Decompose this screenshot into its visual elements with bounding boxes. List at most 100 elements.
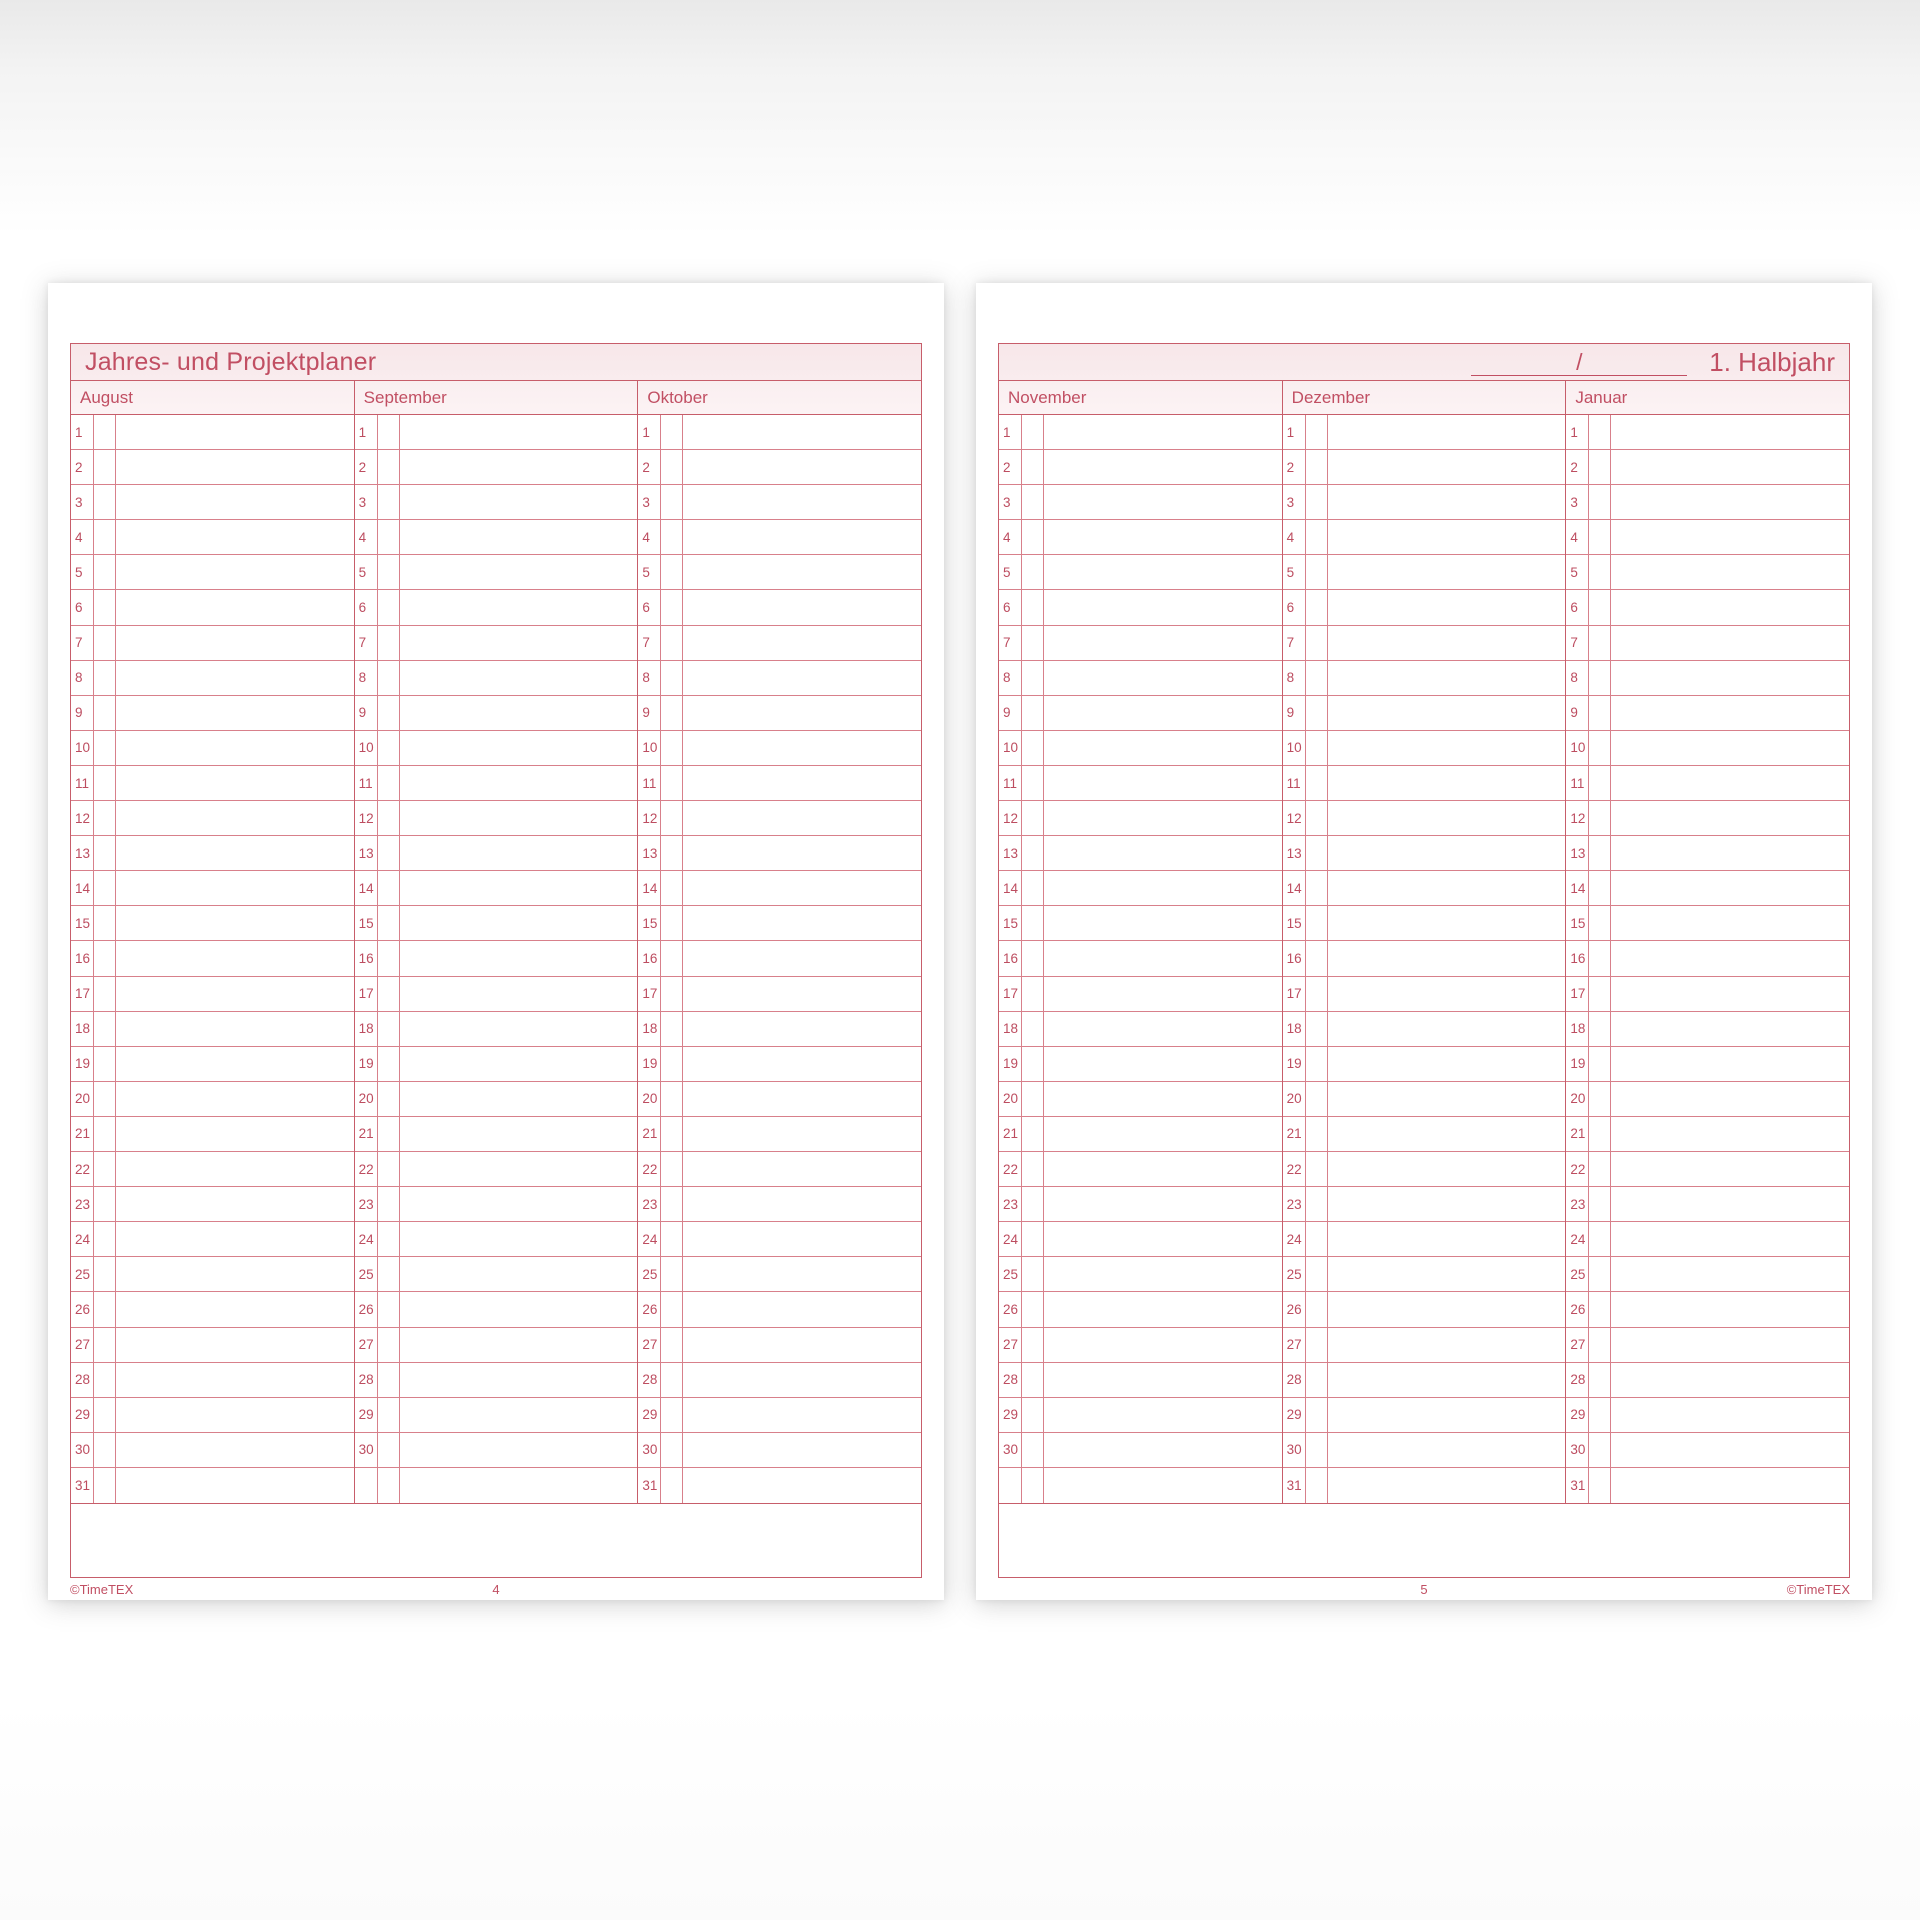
- day-weekday-cell: [378, 1152, 400, 1187]
- day-weekday-cell: [1589, 590, 1612, 625]
- day-weekday-cell: [1589, 730, 1612, 765]
- day-entry-cell: [1328, 1012, 1566, 1046]
- day-weekday-cell: [1306, 415, 1328, 450]
- day-weekday-cell: [1306, 660, 1328, 695]
- day-row: 15: [999, 906, 1282, 942]
- day-number-cell: 28: [1566, 1362, 1590, 1397]
- day-number-cell: 10: [71, 730, 94, 765]
- day-row: 9: [71, 695, 354, 731]
- day-number-cell: 8: [999, 660, 1022, 695]
- day-row: 29: [1282, 1397, 1566, 1433]
- day-row: 26: [1282, 1292, 1566, 1328]
- day-row: 25: [354, 1257, 638, 1293]
- day-weekday-cell: [378, 520, 400, 555]
- day-number-cell: 6: [1566, 590, 1590, 625]
- day-entry-cell: [400, 1292, 638, 1326]
- day-weekday-cell: [661, 941, 684, 976]
- day-row: 12: [1282, 801, 1566, 837]
- day-row: 10: [1282, 730, 1566, 766]
- day-entry-cell: [1611, 1398, 1849, 1432]
- day-entry-cell: [1328, 520, 1566, 554]
- day-entry-cell: [683, 906, 921, 940]
- day-row: 24: [638, 1222, 922, 1258]
- day-row: 27: [71, 1327, 354, 1363]
- day-number-cell: 14: [71, 871, 94, 906]
- day-weekday-cell: [661, 555, 684, 590]
- day-number-cell: 29: [999, 1397, 1022, 1432]
- day-weekday-cell: [378, 1362, 400, 1397]
- day-row: 1: [1566, 415, 1850, 451]
- day-row: 19: [354, 1046, 638, 1082]
- day-weekday-cell: [94, 976, 116, 1011]
- day-number-cell: 3: [71, 485, 94, 520]
- day-weekday-cell: [661, 871, 684, 906]
- day-weekday-cell: [1022, 1046, 1044, 1081]
- day-number-cell: 17: [1566, 976, 1590, 1011]
- day-weekday-cell: [378, 941, 400, 976]
- day-entry-cell: [116, 1433, 354, 1467]
- day-weekday-cell: [94, 1397, 116, 1432]
- day-weekday-cell: [378, 625, 400, 660]
- day-number-cell: 25: [999, 1257, 1022, 1292]
- day-row: 8: [1282, 660, 1566, 696]
- day-row: 18: [1282, 1011, 1566, 1047]
- day-weekday-cell: [378, 730, 400, 765]
- day-number-cell: 3: [999, 485, 1022, 520]
- day-weekday-cell: [661, 1257, 684, 1292]
- day-number-cell: 21: [71, 1116, 94, 1152]
- day-row: 16: [638, 941, 922, 977]
- day-weekday-cell: [94, 765, 116, 801]
- day-entry-cell: [1044, 977, 1282, 1011]
- day-weekday-cell: [1589, 1081, 1612, 1116]
- day-weekday-cell: [1022, 1432, 1044, 1467]
- day-entry-cell: [1611, 1257, 1849, 1291]
- day-number-cell: 7: [1566, 625, 1590, 660]
- day-weekday-cell: [1589, 836, 1612, 871]
- day-number-cell: 2: [638, 450, 662, 485]
- day-entry-cell: [683, 696, 921, 730]
- day-row: 13: [1282, 836, 1566, 872]
- day-weekday-cell: [94, 941, 116, 976]
- day-row: 6: [354, 590, 638, 626]
- day-weekday-cell: [1589, 801, 1612, 836]
- day-row: 24: [354, 1222, 638, 1258]
- day-entry-cell: [400, 696, 638, 730]
- day-number-cell: 24: [638, 1222, 662, 1257]
- day-weekday-cell: [1589, 520, 1612, 555]
- day-number-cell: 29: [638, 1397, 662, 1432]
- day-row: 4: [354, 520, 638, 556]
- day-number-cell: 6: [999, 590, 1022, 625]
- day-entry-cell: [1328, 871, 1566, 905]
- day-entry-cell: [1611, 590, 1849, 624]
- day-weekday-cell: [661, 906, 684, 941]
- day-row: 17: [999, 976, 1282, 1012]
- day-number-cell: 10: [1566, 730, 1590, 765]
- day-row: 1: [354, 415, 638, 451]
- month-header-label: September: [354, 381, 638, 415]
- day-entry-cell: [1611, 1012, 1849, 1046]
- day-number-cell: [999, 1467, 1022, 1503]
- day-number-cell: 23: [1283, 1187, 1306, 1222]
- day-entry-cell: [683, 1328, 921, 1362]
- day-number-cell: 25: [1566, 1257, 1590, 1292]
- day-row: 26: [354, 1292, 638, 1328]
- day-weekday-cell: [1306, 555, 1328, 590]
- day-weekday-cell: [1306, 1116, 1328, 1152]
- page-title: Jahres- und Projektplaner: [85, 347, 377, 376]
- day-entry-cell: [116, 1012, 354, 1046]
- day-number-cell: 16: [1283, 941, 1306, 976]
- day-number-cell: 12: [1566, 801, 1590, 836]
- day-number-cell: 1: [1283, 415, 1306, 450]
- day-weekday-cell: [378, 1187, 400, 1222]
- day-weekday-cell: [1022, 1362, 1044, 1397]
- day-weekday-cell: [661, 1187, 684, 1222]
- day-weekday-cell: [661, 1011, 684, 1046]
- day-number-cell: 23: [1566, 1187, 1590, 1222]
- day-weekday-cell: [1022, 730, 1044, 765]
- day-number-cell: 17: [638, 976, 662, 1011]
- day-weekday-cell: [1589, 941, 1612, 976]
- right-page-sheet: / 1. Halbjahr November 1 2 3 4 5 6 7 8 9 10 11 12 13 1…: [976, 283, 1872, 1600]
- day-row: 30: [71, 1432, 354, 1468]
- day-row: 12: [71, 801, 354, 837]
- day-weekday-cell: [1022, 906, 1044, 941]
